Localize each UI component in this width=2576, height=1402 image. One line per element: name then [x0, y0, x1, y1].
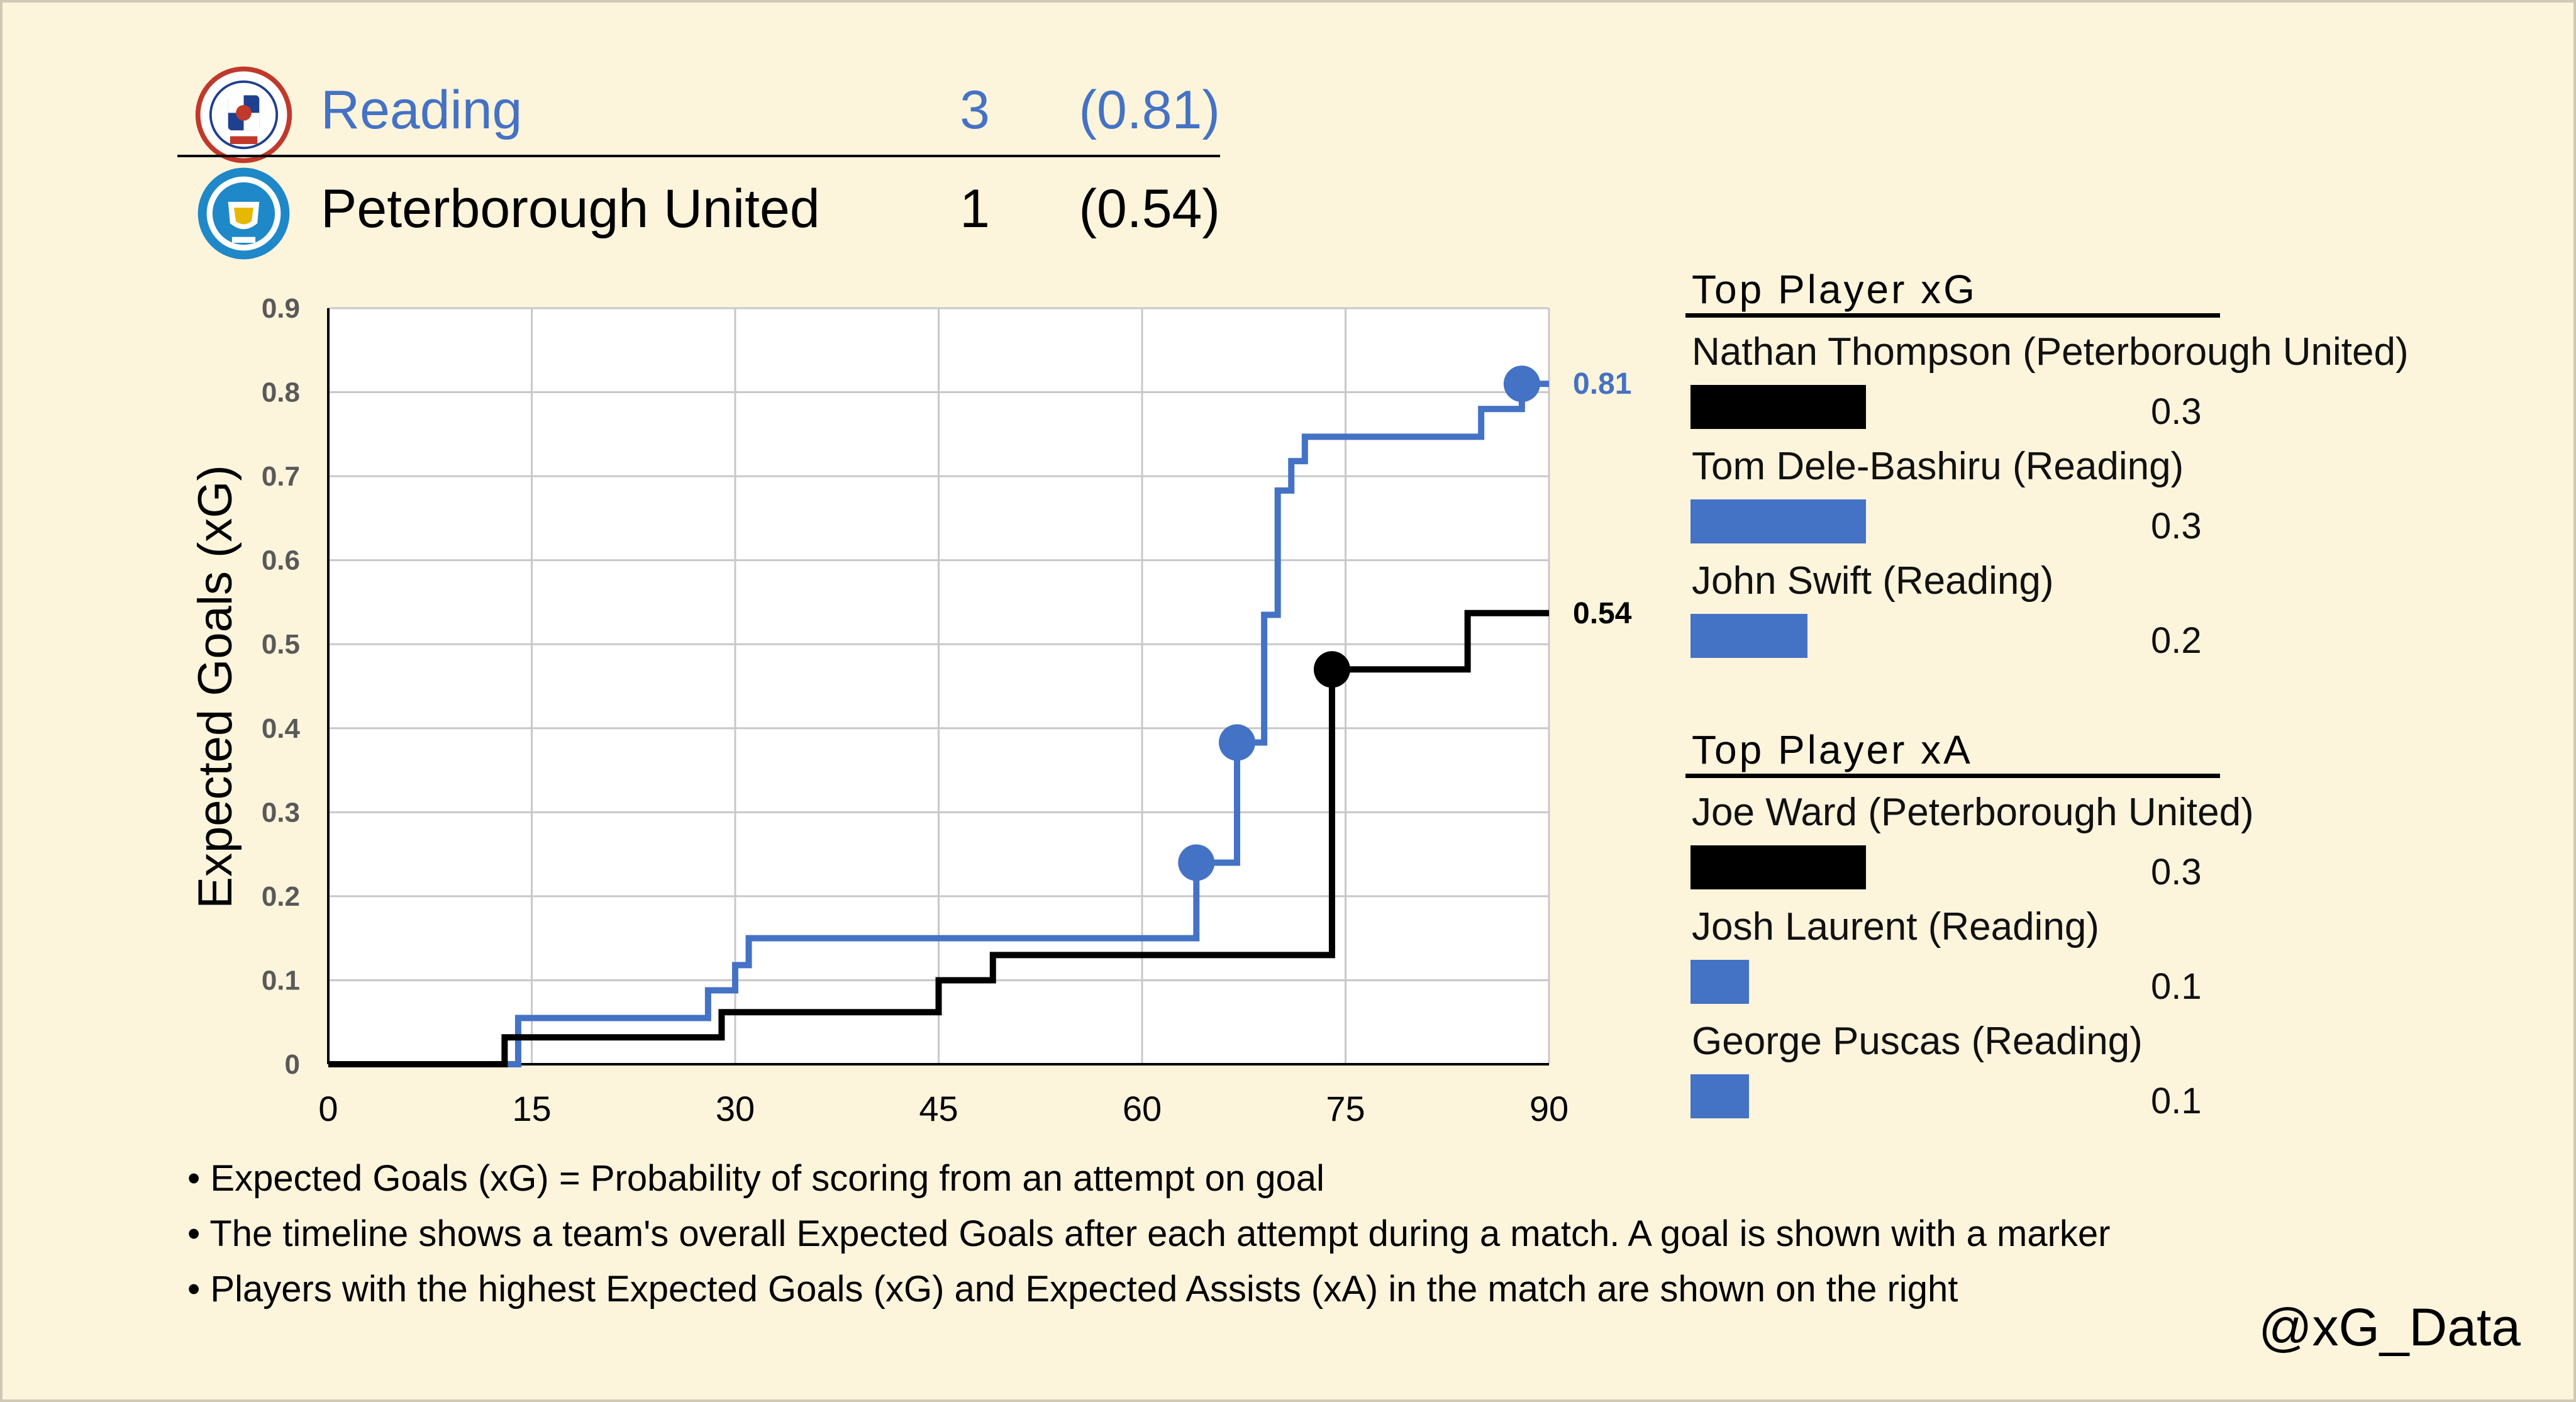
player-xg-bar: [1690, 499, 1866, 543]
y-axis-label: Expected Goals (xG): [189, 465, 242, 908]
player-name: Joe Ward (Peterborough United): [1692, 791, 2254, 834]
player-xg-bar: [1690, 385, 1866, 429]
y-tick-label: 0.6: [262, 545, 300, 576]
y-tick-label: 0.3: [262, 797, 300, 828]
footnote: • The timeline shows a team's overall Ex…: [187, 1213, 2111, 1254]
player-xa-bar: [1690, 960, 1749, 1004]
y-tick-label: 0.5: [262, 629, 300, 660]
x-tick-label: 30: [716, 1089, 755, 1128]
player-name: Nathan Thompson (Peterborough United): [1692, 330, 2409, 374]
series-end-label: 0.54: [1573, 597, 1632, 630]
home-team-goals: 3: [960, 80, 990, 140]
top-xa-player: George Puscas (Reading) 0.1: [1685, 1016, 2440, 1130]
y-tick-label: 0.1: [262, 965, 300, 996]
player-xa-bar: [1690, 1074, 1749, 1118]
x-tick-label: 15: [512, 1089, 551, 1128]
y-tick-label: 0.2: [262, 881, 300, 912]
player-name: Tom Dele-Bashiru (Reading): [1692, 445, 2184, 488]
player-name: George Puscas (Reading): [1692, 1020, 2143, 1063]
away-team-goals: 1: [960, 179, 990, 239]
player-value: 0.3: [2151, 506, 2202, 547]
player-value: 0.2: [2151, 620, 2202, 661]
goal-marker: [1218, 724, 1255, 761]
player-xg-bar: [1690, 614, 1807, 658]
away-team-name: Peterborough United: [321, 179, 820, 239]
player-value: 0.3: [2151, 391, 2202, 432]
player-xa-bar: [1690, 845, 1866, 889]
credit-handle: @xG_Data: [2258, 1298, 2521, 1357]
series-end-label: 0.81: [1573, 367, 1631, 401]
top-xg-rule: [1685, 313, 2220, 318]
top-xa-player: Josh Laurent (Reading) 0.1: [1685, 902, 2440, 1015]
player-value: 0.1: [2151, 1081, 2202, 1121]
y-tick-label: 0.4: [262, 713, 301, 744]
top-xa-title: Top Player xA: [1692, 727, 1973, 772]
y-tick-label: 0: [285, 1049, 300, 1080]
top-xg-title: Top Player xG: [1692, 267, 1977, 312]
score-divider: [177, 155, 1220, 157]
player-name: John Swift (Reading): [1692, 559, 2054, 603]
footnotes: • Expected Goals (xG) = Probability of s…: [187, 1151, 2263, 1317]
player-name: Josh Laurent (Reading): [1692, 905, 2099, 949]
y-tick-label: 0.7: [262, 461, 300, 492]
away-team-row: Peterborough United 1 (0.54): [182, 165, 1220, 260]
x-tick-label: 45: [919, 1089, 958, 1128]
top-xg-player: Tom Dele-Bashiru (Reading) 0.3: [1685, 442, 2440, 555]
x-tick-label: 60: [1123, 1089, 1162, 1128]
home-team-name: Reading: [321, 80, 523, 140]
top-xa-rule: [1685, 774, 2220, 778]
x-tick-label: 75: [1326, 1089, 1365, 1128]
x-tick-label: 0: [318, 1089, 338, 1128]
x-tick-label: 90: [1530, 1089, 1568, 1128]
reading-crest-icon: [195, 66, 292, 164]
away-team-xg: (0.54): [1079, 179, 1220, 239]
y-tick-label: 0.9: [262, 293, 300, 324]
home-team-row: Reading 3 (0.81): [182, 66, 1220, 164]
goal-marker: [1313, 651, 1350, 688]
player-value: 0.3: [2151, 852, 2202, 893]
goal-marker: [1503, 365, 1540, 403]
peterborough-crest-icon: [197, 167, 290, 260]
top-xa-player: Joe Ward (Peterborough United) 0.3: [1685, 787, 2440, 901]
y-tick-label: 0.8: [262, 377, 300, 408]
home-team-xg: (0.81): [1079, 80, 1220, 140]
top-xg-player: Nathan Thompson (Peterborough United) 0.…: [1685, 327, 2440, 440]
footnote: • Expected Goals (xG) = Probability of s…: [187, 1158, 1324, 1199]
series-line: [328, 609, 1549, 1067]
goal-marker: [1178, 844, 1215, 881]
footnote: • Players with the highest Expected Goal…: [187, 1269, 1958, 1310]
player-value: 0.1: [2151, 966, 2202, 1007]
top-xg-player: John Swift (Reading) 0.2: [1685, 556, 2440, 669]
